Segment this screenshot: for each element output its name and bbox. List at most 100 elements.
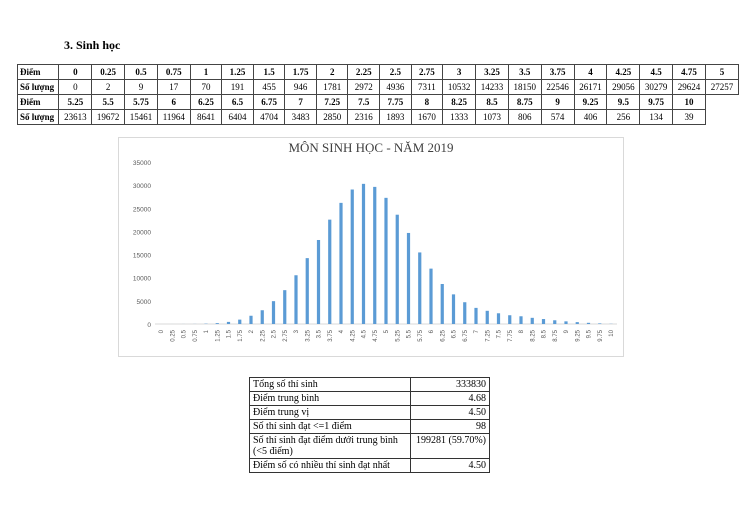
- bar: [406, 232, 411, 324]
- x-tick-label: 1.5: [227, 329, 233, 338]
- table-cell: 30279: [639, 79, 674, 95]
- table-cell: 5.25: [58, 94, 93, 110]
- table-cell: 3.25: [475, 64, 509, 80]
- x-tick-label: 2.75: [283, 329, 289, 341]
- x-tick-label: 7.75: [508, 329, 514, 341]
- table-cell: 455: [252, 79, 286, 95]
- x-tick-label: 10: [609, 329, 615, 336]
- stat-label: Điểm số có nhiều thí sinh đạt nhất: [249, 458, 411, 473]
- table-cell: 2972: [347, 79, 381, 95]
- table-cell: 6.5: [221, 94, 254, 110]
- table-cell: 806: [507, 109, 542, 125]
- table-cell: 0: [58, 79, 93, 95]
- table-cell: 9.75: [639, 94, 674, 110]
- table-cell: 256: [606, 109, 641, 125]
- table-cell: 574: [540, 109, 575, 125]
- bar: [373, 186, 377, 324]
- bar: [316, 239, 321, 324]
- table-cell: 26171: [573, 79, 608, 95]
- table-cell: 0.5: [124, 64, 158, 80]
- table-cell: 3: [442, 64, 477, 80]
- bar: [249, 315, 253, 324]
- bar: [586, 322, 591, 324]
- table-cell: 9: [124, 79, 158, 95]
- table-cell: 3.5: [507, 64, 542, 80]
- bar: [226, 321, 231, 324]
- x-tick-label: 7: [474, 329, 480, 333]
- stat-row: Tổng số thí sinh 333830: [249, 377, 490, 392]
- x-tick-label: 9.25: [575, 329, 581, 341]
- bar: [384, 197, 388, 324]
- stat-label: Điểm trung vị: [249, 405, 411, 420]
- x-tick-label: 2: [249, 329, 255, 333]
- bar: [294, 275, 298, 324]
- bar: [541, 319, 546, 324]
- score-distribution-table: Điểm 0 0.25 0.5 0.75 1 1.25 1.5 1.75 2 2.25 2.5 2.75…: [16, 64, 739, 125]
- table-cell: 4936: [379, 79, 412, 95]
- table-cell: 4704: [252, 109, 286, 125]
- bar: [463, 302, 467, 324]
- stat-label: Tổng số thí sinh: [249, 377, 411, 392]
- table-cell: 2850: [315, 109, 349, 125]
- bar: [496, 313, 501, 324]
- table-cell: 4.75: [672, 64, 706, 80]
- table-cell: 0: [58, 64, 93, 80]
- table-cell: 22546: [540, 79, 575, 95]
- table-cell: 9.5: [606, 94, 641, 110]
- table-cell: 27257: [704, 79, 739, 95]
- stat-value: 98: [410, 419, 490, 434]
- x-tick-label: 8.75: [553, 329, 559, 341]
- bar: [418, 252, 422, 324]
- table-cell: 9.25: [573, 94, 608, 110]
- table-cell: 1670: [410, 109, 444, 125]
- bar: [305, 258, 309, 324]
- table-cell: 2.5: [379, 64, 412, 80]
- table-cell: 1781: [315, 79, 349, 95]
- table-cell: 1893: [379, 109, 412, 125]
- row-label: Điểm: [16, 64, 60, 80]
- section-heading: 3. Sinh học: [64, 38, 121, 52]
- x-tick-label: 7.5: [497, 329, 503, 338]
- statistics-table: Tổng số thí sinh 333830 Điểm trung bình 4.6…: [249, 377, 490, 473]
- x-tick-label: 1: [204, 329, 210, 333]
- table-cell: 11964: [156, 109, 191, 125]
- bar: [215, 323, 219, 324]
- table-cell: 5.5: [91, 94, 126, 110]
- x-tick-label: 1.25: [215, 329, 221, 341]
- table-cell: 10532: [442, 79, 477, 95]
- table-cell: 5.75: [124, 94, 158, 110]
- x-tick-label: 0: [159, 329, 165, 333]
- chart-title: MÔN SINH HỌC - NĂM 2019: [288, 140, 453, 155]
- table-cell: 4.5: [639, 64, 674, 80]
- y-tick-label: 5000: [137, 299, 152, 306]
- bar: [598, 323, 602, 324]
- table-cell: 1.75: [284, 64, 317, 80]
- bar: [451, 294, 456, 324]
- x-tick-label: 9.75: [598, 329, 604, 341]
- x-tick-label: 3.75: [328, 329, 334, 341]
- table-cell: 18150: [507, 79, 542, 95]
- y-tick-label: 10000: [133, 276, 151, 283]
- bar: [395, 214, 399, 324]
- x-tick-label: 8.5: [542, 329, 548, 338]
- bar: [238, 319, 242, 324]
- table-row: Điểm 5.25 5.5 5.75 6 6.25 6.5 6.75 7 7.25 7.5 7.75 8…: [16, 94, 739, 110]
- table-row: Số lượng 23613 19672 15461 11964 8641 6404 4704…: [16, 109, 739, 125]
- bar: [429, 268, 433, 324]
- table-cell: 6: [156, 94, 191, 110]
- bar: [553, 320, 557, 324]
- row-label: Điểm: [16, 94, 60, 110]
- bar: [474, 307, 478, 324]
- x-tick-label: 2.5: [272, 329, 278, 338]
- x-tick-label: 9: [564, 329, 570, 333]
- table-cell: 6.75: [252, 94, 286, 110]
- stat-row: Số thí sinh đạt <=1 điểm 98: [249, 419, 490, 434]
- x-tick-label: 4.5: [362, 329, 368, 338]
- table-cell: 2.75: [410, 64, 444, 80]
- x-tick-label: 5.5: [407, 329, 413, 338]
- bar: [508, 315, 512, 324]
- y-tick-label: 15000: [133, 253, 151, 260]
- table-cell: 5: [704, 64, 739, 80]
- table-cell: 2: [315, 64, 349, 80]
- x-tick-label: 0.25: [170, 329, 176, 341]
